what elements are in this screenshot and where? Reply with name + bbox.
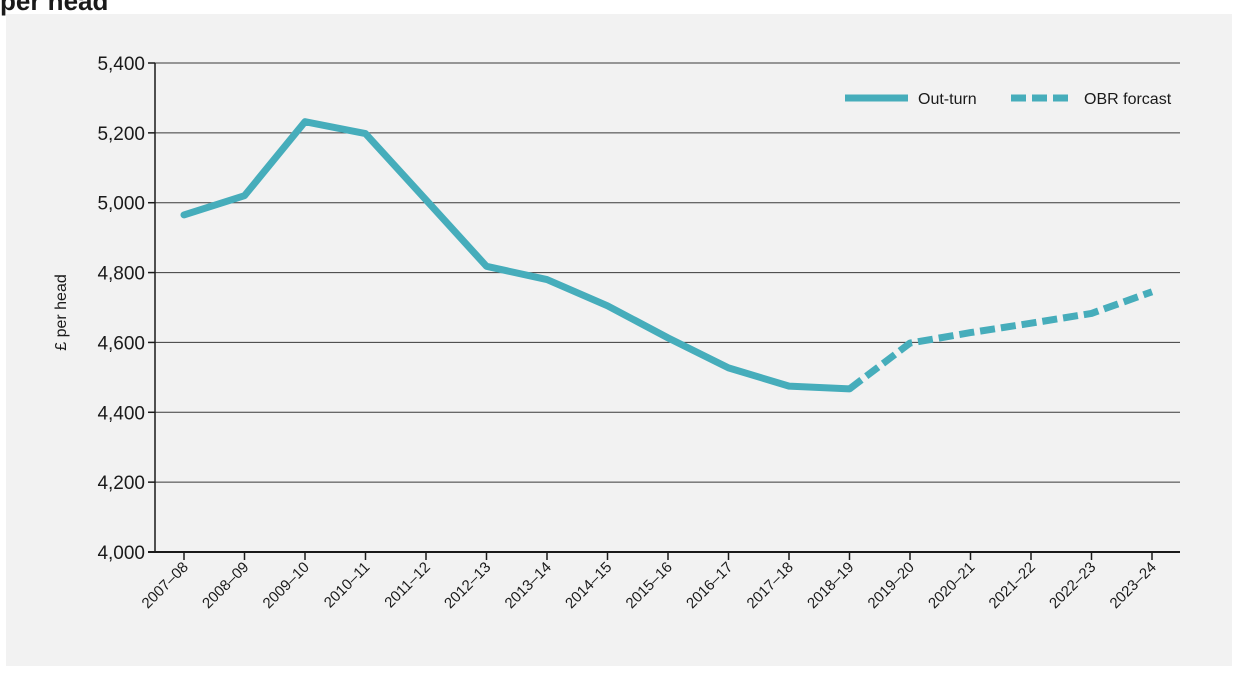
data-point: [849, 388, 850, 389]
data-point: [365, 133, 366, 134]
data-point: [910, 343, 911, 344]
series-line-outturn: [180, 118, 853, 393]
x-tick-label: 2013–14: [502, 559, 555, 612]
legend-label: OBR forcast: [1084, 91, 1172, 108]
data-point: [1152, 291, 1153, 292]
y-axis-ticks: 4,000 4,200 4,400 4,600 4,800 5,000 5,200 5,400: [97, 54, 155, 564]
x-tick-label: 2009–10: [260, 559, 313, 612]
chart-panel: [6, 14, 1232, 666]
data-point: [607, 305, 608, 306]
x-tick-label: 2017–18: [744, 559, 797, 612]
x-tick-label: 2022–23: [1046, 559, 1099, 612]
y-tick-label: 4,200: [97, 473, 145, 494]
data-point: [728, 367, 729, 368]
y-tick-label: 5,400: [97, 54, 145, 75]
x-tick-label: 2015–16: [623, 559, 676, 612]
x-tick-label: 2011–12: [381, 559, 434, 612]
data-point: [486, 266, 487, 267]
y-tick-label: 4,400: [97, 403, 145, 424]
gridlines: [155, 62, 1180, 483]
data-point: [668, 337, 669, 338]
y-axis-label: £ per head: [53, 274, 70, 351]
data-point: [1031, 323, 1032, 324]
x-tick-label: 2023–24: [1107, 559, 1160, 612]
figure-title-text: per head: [0, 0, 109, 16]
x-axis-ticks: 2007–08 2008–09 2009–10 2010–11 2011–12 2012–…: [139, 552, 1160, 612]
y-tick-label: 4,000: [97, 543, 145, 564]
data-point: [305, 121, 306, 122]
x-tick-label: 2010–11: [321, 559, 374, 612]
data-point: [547, 279, 548, 280]
legend: Out-turn OBR forcast: [845, 91, 1172, 108]
axes: [148, 63, 1180, 553]
figure-title: per head: [0, 0, 1238, 16]
x-tick-label: 2018–19: [804, 559, 857, 612]
x-tick-label: 2019–20: [865, 559, 918, 612]
y-tick-label: 4,800: [97, 264, 145, 285]
legend-label: Out-turn: [918, 91, 977, 108]
data-point: [426, 199, 427, 200]
x-tick-label: 2008–09: [199, 559, 252, 612]
x-tick-label: 2021–22: [986, 559, 1039, 612]
data-point: [1091, 313, 1092, 314]
x-tick-label: 2012–13: [441, 559, 494, 612]
y-tick-label: 5,200: [97, 124, 145, 145]
series-line-forecast: [847, 288, 1154, 392]
x-tick-label: 2016–17: [683, 559, 736, 612]
y-tick-label: 4,600: [97, 333, 145, 354]
data-point: [244, 195, 245, 196]
series-lines: [180, 118, 1154, 393]
x-tick-label: 2007–08: [139, 559, 192, 612]
data-point: [970, 332, 971, 333]
y-tick-label: 5,000: [97, 194, 145, 215]
x-tick-label: 2014–15: [562, 559, 615, 612]
data-point: [789, 386, 790, 387]
data-point: [184, 214, 185, 215]
x-tick-label: 2020–21: [925, 559, 978, 612]
